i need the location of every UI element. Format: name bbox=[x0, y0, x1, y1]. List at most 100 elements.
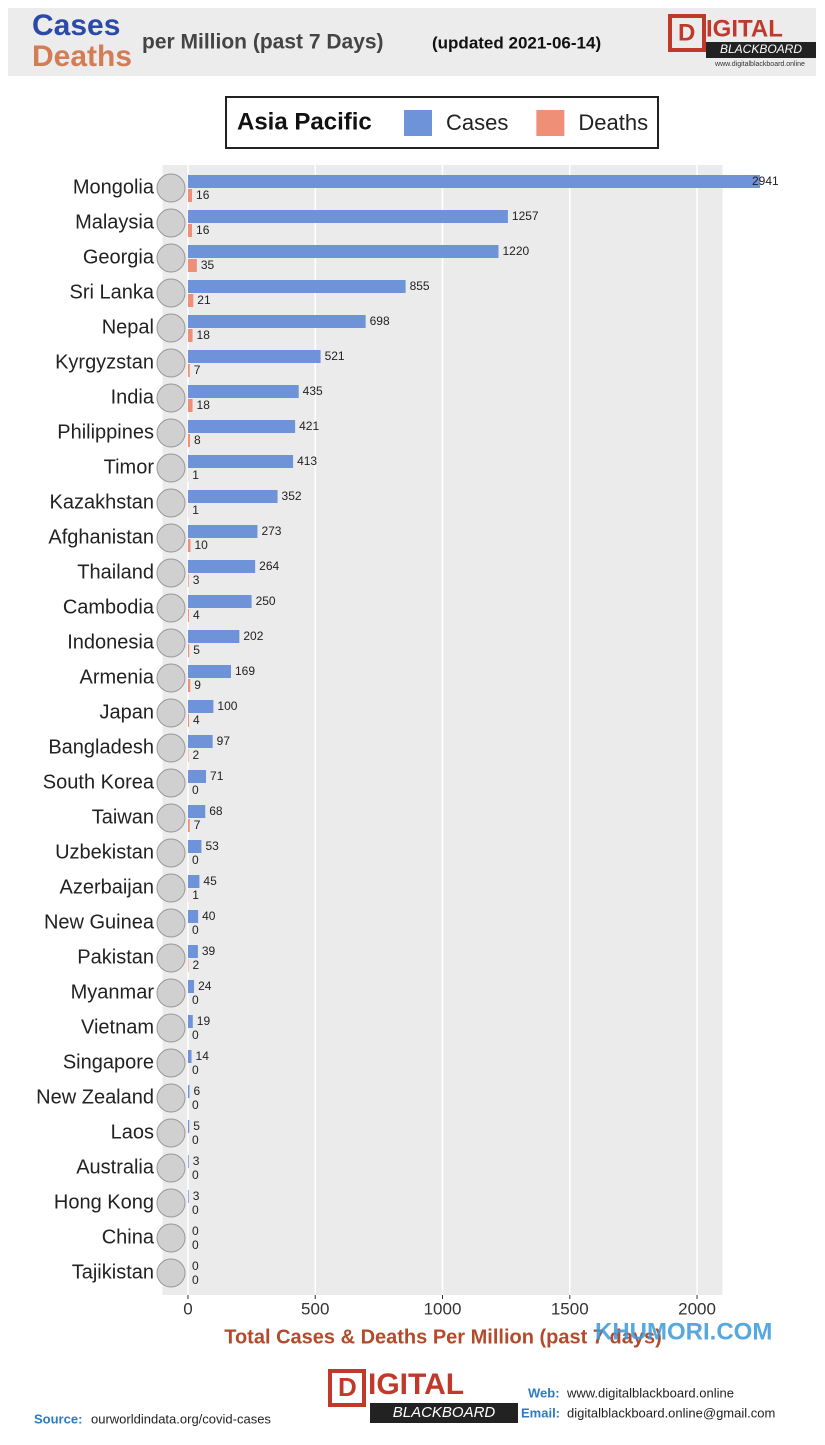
value-label: 97 bbox=[217, 734, 231, 748]
bar bbox=[187, 735, 213, 748]
bar bbox=[187, 315, 366, 328]
footer-logo-box bbox=[328, 1369, 366, 1407]
y-tick-label: Pakistan bbox=[77, 946, 154, 968]
bar bbox=[187, 224, 193, 237]
legend-swatch bbox=[536, 110, 565, 136]
bar bbox=[187, 679, 191, 692]
value-label: 202 bbox=[243, 629, 263, 643]
bar bbox=[187, 210, 508, 223]
value-label: 0 bbox=[192, 1168, 199, 1182]
y-tick-label: Thailand bbox=[77, 561, 154, 583]
bar bbox=[187, 455, 294, 468]
value-label: 45 bbox=[203, 874, 217, 888]
y-tick-label: Japan bbox=[100, 701, 155, 723]
y-tick-label: Nepal bbox=[102, 316, 154, 338]
value-label: 273 bbox=[261, 524, 281, 538]
value-label: 2941 bbox=[752, 174, 779, 188]
logo-board bbox=[706, 42, 816, 58]
bar bbox=[187, 189, 193, 202]
y-tick-label: South Korea bbox=[43, 771, 155, 793]
value-label: 7 bbox=[194, 363, 201, 377]
value-label: 0 bbox=[192, 993, 199, 1007]
bar bbox=[187, 770, 207, 783]
flag bbox=[156, 348, 186, 378]
bar bbox=[187, 665, 231, 678]
logo-d: D bbox=[678, 19, 695, 46]
bar bbox=[187, 1050, 192, 1063]
value-label: 18 bbox=[197, 328, 211, 342]
bar bbox=[187, 980, 195, 993]
flag bbox=[156, 173, 186, 203]
footer-logo-board bbox=[370, 1403, 518, 1423]
bar bbox=[187, 560, 256, 573]
flag bbox=[156, 1013, 186, 1043]
flag bbox=[156, 1083, 186, 1113]
bar bbox=[187, 700, 214, 713]
value-label: 68 bbox=[209, 804, 223, 818]
y-tick-label: Hong Kong bbox=[54, 1191, 154, 1213]
value-label: 3 bbox=[193, 1189, 200, 1203]
value-label: 0 bbox=[192, 1063, 199, 1077]
value-label: 16 bbox=[196, 223, 210, 237]
header-deaths: Deaths bbox=[32, 40, 132, 73]
bar bbox=[187, 630, 240, 643]
value-label: 0 bbox=[192, 1203, 199, 1217]
logo-bottom: BLACKBOARD bbox=[720, 42, 802, 56]
flag bbox=[156, 488, 186, 518]
value-label: 169 bbox=[235, 664, 255, 678]
value-label: 53 bbox=[205, 839, 219, 853]
value-label: 352 bbox=[282, 489, 302, 503]
flag bbox=[156, 383, 186, 413]
value-label: 21 bbox=[197, 293, 211, 307]
flag bbox=[156, 1223, 186, 1253]
y-tick-label: New Zealand bbox=[36, 1086, 154, 1108]
bar bbox=[187, 1085, 190, 1098]
bar bbox=[187, 420, 296, 433]
value-label: 1257 bbox=[512, 209, 539, 223]
watermark: KHUMORI.COM bbox=[595, 1318, 772, 1345]
value-label: 1220 bbox=[503, 244, 530, 258]
email-key: Email: bbox=[521, 1405, 560, 1420]
value-label: 0 bbox=[192, 923, 199, 937]
bar bbox=[187, 749, 189, 762]
flag bbox=[156, 803, 186, 833]
x-axis-label: Total Cases & Deaths Per Million (past 7… bbox=[224, 1326, 662, 1348]
bar bbox=[187, 840, 202, 853]
flag bbox=[156, 523, 186, 553]
flag bbox=[156, 628, 186, 658]
bar bbox=[187, 329, 193, 342]
value-label: 3 bbox=[193, 573, 200, 587]
legend-label: Cases bbox=[446, 110, 508, 135]
bar bbox=[187, 945, 198, 958]
value-label: 0 bbox=[192, 1259, 199, 1273]
value-label: 4 bbox=[193, 608, 200, 622]
y-tick-label: China bbox=[102, 1226, 155, 1248]
value-label: 0 bbox=[192, 1028, 199, 1042]
flag bbox=[156, 873, 186, 903]
bar bbox=[187, 259, 197, 272]
y-tick-label: Singapore bbox=[63, 1051, 154, 1073]
flag bbox=[156, 558, 186, 588]
bar bbox=[187, 490, 278, 503]
web-key: Web: bbox=[528, 1385, 560, 1400]
value-label: 39 bbox=[202, 944, 216, 958]
value-label: 19 bbox=[197, 1014, 211, 1028]
bar bbox=[187, 1155, 189, 1168]
value-label: 18 bbox=[197, 398, 211, 412]
bar bbox=[187, 1120, 190, 1133]
header-updated: (updated 2021-06-14) bbox=[432, 33, 601, 52]
value-label: 1 bbox=[192, 503, 199, 517]
y-tick-label: Sri Lanka bbox=[70, 281, 155, 303]
value-label: 8 bbox=[194, 433, 201, 447]
logo-top: IGITAL bbox=[706, 15, 783, 42]
y-tick-label: Azerbaijan bbox=[59, 876, 154, 898]
flag bbox=[156, 313, 186, 343]
x-tick-label: 1000 bbox=[424, 1299, 462, 1318]
y-tick-label: Uzbekistan bbox=[55, 841, 154, 863]
bar bbox=[187, 350, 321, 363]
source: ourworldindata.org/covid-cases bbox=[91, 1411, 271, 1426]
flag bbox=[156, 978, 186, 1008]
flag bbox=[156, 208, 186, 238]
legend-swatch bbox=[404, 110, 432, 136]
value-label: 521 bbox=[325, 349, 345, 363]
